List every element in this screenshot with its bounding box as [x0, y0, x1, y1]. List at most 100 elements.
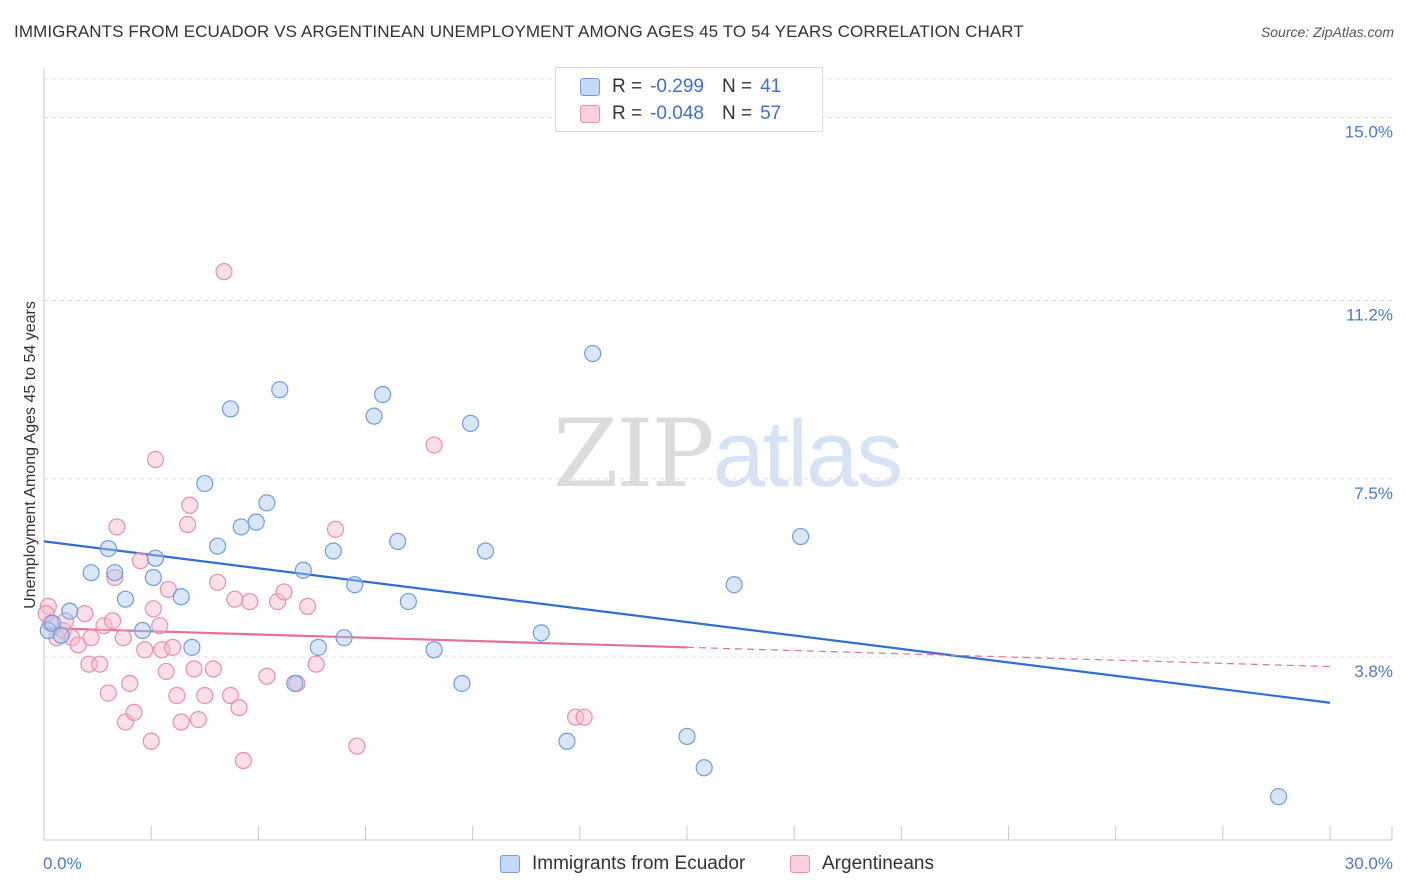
y-tick-label: 3.8% — [1354, 662, 1393, 681]
point-argentinean — [142, 732, 160, 750]
point-ecuador — [232, 518, 250, 536]
point-ecuador — [453, 674, 471, 693]
point-argentinean — [226, 590, 244, 608]
correlation-legend: R = -0.299 N = 41 R = -0.048 N = 57 — [555, 67, 823, 132]
point-argentinean — [307, 655, 325, 673]
legend-r-label: R = — [612, 76, 643, 97]
point-ecuador — [61, 602, 79, 620]
point-ecuador — [1269, 788, 1288, 806]
legend-r-value: -0.048 — [650, 103, 704, 124]
point-ecuador — [43, 614, 62, 632]
point-argentinean — [234, 751, 252, 770]
point-argentinean — [136, 641, 154, 659]
point-argentinean — [157, 662, 175, 681]
point-argentinean — [108, 518, 126, 536]
point-argentinean — [116, 713, 135, 731]
point-ecuador — [146, 549, 165, 567]
point-ecuador — [99, 540, 117, 558]
point-ecuador — [172, 588, 190, 606]
point-argentinean — [99, 684, 117, 702]
bottom-legend-ecuador: Immigrants from Ecuador — [500, 851, 745, 877]
point-argentinean — [575, 708, 593, 726]
point-ecuador — [584, 344, 602, 363]
data-points — [37, 263, 1288, 806]
point-argentinean — [146, 450, 165, 469]
point-argentinean — [172, 713, 190, 731]
point-ecuador — [258, 494, 276, 512]
point-argentinean — [215, 263, 233, 281]
point-argentinean — [189, 710, 207, 729]
y-tick-label: 11.2% — [1346, 306, 1393, 325]
point-ecuador — [247, 513, 265, 531]
point-argentinean — [164, 638, 182, 656]
watermark-atlas: atlas — [712, 401, 904, 506]
point-ecuador — [271, 381, 289, 399]
point-ecuador — [695, 759, 713, 777]
axes — [43, 68, 1393, 841]
point-ecuador — [476, 542, 495, 560]
point-ecuador — [52, 626, 70, 644]
point-argentinean — [91, 655, 109, 673]
watermark-zip: ZIP — [553, 400, 715, 509]
chart-title: IMMIGRANTS FROM ECUADOR VS ARGENTINEAN U… — [14, 22, 1024, 41]
point-ecuador — [286, 674, 304, 693]
point-ecuador — [294, 561, 312, 579]
bottom-legend-label-ecuador: Immigrants from Ecuador — [532, 853, 746, 874]
point-argentinean — [82, 629, 100, 647]
gridlines — [44, 78, 1392, 658]
point-argentinean — [326, 520, 345, 538]
point-ecuador — [791, 527, 810, 546]
point-argentinean — [204, 660, 222, 678]
point-argentinean — [179, 515, 197, 534]
bottom-legend-swatch-pink — [790, 855, 810, 873]
source-label: Source: ZipAtlas.com — [1260, 24, 1394, 40]
point-argentinean — [76, 605, 94, 623]
x-tick-label-min: 0.0% — [43, 854, 82, 873]
point-ecuador — [221, 400, 240, 418]
point-ecuador — [183, 638, 201, 656]
point-ecuador — [324, 542, 342, 560]
point-argentinean — [37, 605, 55, 623]
point-argentinean — [69, 636, 87, 654]
point-ecuador — [335, 629, 353, 647]
point-ecuador — [144, 568, 162, 587]
point-argentinean — [185, 660, 203, 678]
point-ecuador — [309, 638, 327, 656]
point-ecuador — [346, 576, 364, 594]
point-argentinean — [114, 629, 132, 647]
point-argentinean — [425, 436, 443, 454]
point-argentinean — [121, 674, 139, 693]
point-argentinean — [125, 703, 143, 721]
point-ecuador — [365, 407, 383, 425]
point-argentinean — [299, 597, 317, 616]
point-argentinean — [103, 612, 122, 630]
point-argentinean — [348, 737, 366, 755]
point-argentinean — [241, 592, 259, 611]
watermark: ZIPatlas — [553, 400, 904, 509]
point-ecuador — [209, 537, 227, 555]
point-ecuador — [106, 564, 124, 582]
legend-n-value: 57 — [760, 103, 782, 124]
point-ecuador — [532, 624, 550, 642]
legend-n-label: N = — [721, 76, 753, 97]
point-ecuador — [196, 474, 214, 493]
point-ecuador — [116, 590, 135, 608]
point-ecuador — [82, 564, 100, 582]
point-ecuador — [374, 385, 392, 404]
legend-row-ecuador: R = -0.299 N = 41 — [580, 75, 781, 99]
point-argentinean — [258, 667, 276, 685]
x-tick-label-max: 30.0% — [1345, 854, 1393, 873]
y-tick-label: 15.0% — [1345, 123, 1393, 142]
point-argentinean — [144, 600, 162, 618]
legend-r-label: R = — [612, 103, 643, 124]
bottom-legend-swatch-blue — [500, 855, 520, 873]
point-argentinean — [230, 698, 248, 717]
point-argentinean — [159, 580, 177, 599]
point-ecuador — [399, 592, 417, 611]
point-argentinean — [275, 583, 293, 601]
legend-n-value: 41 — [760, 76, 782, 97]
point-argentinean — [209, 573, 227, 591]
point-ecuador — [558, 732, 576, 750]
trendline-ecuador — [43, 540, 1331, 704]
